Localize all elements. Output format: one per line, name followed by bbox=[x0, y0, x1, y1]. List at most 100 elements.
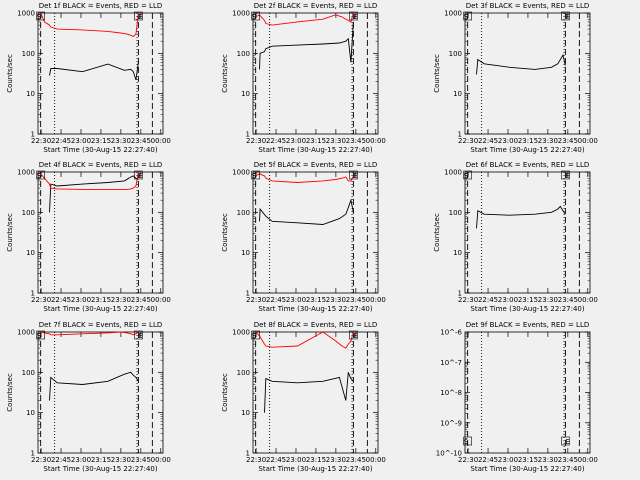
series-line-lld bbox=[40, 12, 139, 38]
x-tick-label: 22:30 bbox=[246, 296, 266, 304]
x-tick-label: 22:45 bbox=[51, 296, 71, 304]
panel-frame-6 bbox=[464, 171, 591, 294]
x-tick-label: 23:30 bbox=[326, 137, 346, 145]
x-tick-label: 23:15 bbox=[91, 137, 111, 145]
series-line-events bbox=[264, 372, 354, 413]
x-tick-label: 00:00 bbox=[578, 137, 598, 145]
start-marker-box bbox=[463, 436, 472, 446]
x-tick-label: 23:15 bbox=[306, 456, 326, 464]
start-marker: S bbox=[252, 13, 257, 21]
x-tick-label: 23:30 bbox=[538, 296, 558, 304]
y-tick-label: 1000 bbox=[232, 329, 250, 337]
series-line-lld bbox=[40, 171, 139, 190]
start-marker: S bbox=[252, 332, 257, 340]
x-axis-label: Start Time (30-Aug-15 22:27:40) bbox=[43, 465, 157, 473]
y-tick-label: 1 bbox=[458, 131, 462, 139]
end-marker-box bbox=[561, 170, 570, 180]
panel-frame-7 bbox=[37, 331, 164, 454]
x-tick-label: 00:00 bbox=[366, 456, 386, 464]
x-tick-label: 22:45 bbox=[478, 456, 498, 464]
x-tick-label: 23:00 bbox=[498, 137, 518, 145]
x-axis-label: Start Time (30-Aug-15 22:27:40) bbox=[258, 146, 372, 154]
x-tick-label: 22:30 bbox=[31, 456, 51, 464]
x-tick-label: 23:45 bbox=[346, 296, 366, 304]
x-tick-label: 22:45 bbox=[266, 137, 286, 145]
start-marker-box bbox=[36, 330, 45, 340]
end-marker-box bbox=[561, 11, 570, 21]
end-marker-box bbox=[134, 330, 143, 340]
series-line-events bbox=[49, 371, 139, 401]
panel-title-7: Det 7f BLACK = Events, RED = LLD bbox=[39, 321, 162, 329]
x-tick-label: 22:45 bbox=[478, 296, 498, 304]
y-tick-label: 10^-9 bbox=[440, 419, 462, 427]
y-tick-label: 10 bbox=[241, 409, 250, 417]
start-marker-box bbox=[251, 330, 260, 340]
y-axis-label: Counts/sec bbox=[6, 213, 14, 252]
series-line-lld bbox=[255, 173, 354, 183]
x-tick-label: 23:15 bbox=[306, 296, 326, 304]
y-tick-label: 10 bbox=[453, 90, 462, 98]
end-marker: E bbox=[353, 13, 357, 21]
y-axis-label: Counts/sec bbox=[433, 213, 441, 252]
panel-frame-2 bbox=[252, 12, 379, 135]
panel-title-3: Det 3f BLACK = Events, RED = LLD bbox=[466, 2, 589, 10]
x-tick-label: 22:30 bbox=[458, 137, 478, 145]
x-tick-label: 23:45 bbox=[558, 137, 578, 145]
start-marker-box bbox=[463, 170, 472, 180]
y-tick-label: 100 bbox=[237, 369, 250, 377]
x-tick-label: 22:30 bbox=[31, 296, 51, 304]
end-marker-box bbox=[134, 170, 143, 180]
panel-frame-8 bbox=[252, 331, 379, 454]
x-tick-label: 23:45 bbox=[346, 137, 366, 145]
start-marker: S bbox=[464, 13, 469, 21]
x-tick-label: 00:00 bbox=[366, 296, 386, 304]
panel-title-5: Det 5f BLACK = Events, RED = LLD bbox=[254, 161, 377, 169]
end-marker: E bbox=[138, 13, 142, 21]
y-tick-label: 1 bbox=[31, 290, 35, 298]
y-tick-label: 1000 bbox=[444, 10, 462, 18]
y-tick-label: 1000 bbox=[232, 169, 250, 177]
x-tick-label: 23:15 bbox=[306, 137, 326, 145]
end-marker: E bbox=[565, 438, 569, 446]
x-axis-label: Start Time (30-Aug-15 22:27:40) bbox=[470, 146, 584, 154]
x-tick-label: 22:30 bbox=[246, 456, 266, 464]
x-tick-label: 22:45 bbox=[266, 296, 286, 304]
x-tick-label: 23:00 bbox=[71, 137, 91, 145]
start-marker: S bbox=[252, 172, 257, 180]
x-tick-label: 23:45 bbox=[131, 296, 151, 304]
end-marker: E bbox=[565, 172, 569, 180]
x-axis-label: Start Time (30-Aug-15 22:27:40) bbox=[258, 305, 372, 313]
x-tick-label: 23:30 bbox=[326, 296, 346, 304]
x-tick-label: 00:00 bbox=[578, 296, 598, 304]
y-tick-label: 10^-8 bbox=[440, 389, 462, 397]
panel-frame-4 bbox=[37, 171, 164, 294]
start-marker: S bbox=[464, 438, 469, 446]
start-marker: S bbox=[37, 13, 42, 21]
start-marker: S bbox=[37, 332, 42, 340]
y-tick-label: 10 bbox=[241, 90, 250, 98]
panel-title-9: Det 9f BLACK = Events, RED = LLD bbox=[466, 321, 589, 329]
x-tick-label: 23:30 bbox=[111, 456, 131, 464]
x-tick-label: 23:45 bbox=[558, 456, 578, 464]
y-tick-label: 100 bbox=[22, 369, 35, 377]
start-marker: S bbox=[464, 172, 469, 180]
end-marker-box bbox=[349, 170, 358, 180]
y-axis-label: Counts/sec bbox=[221, 373, 229, 412]
y-tick-label: 10 bbox=[26, 409, 35, 417]
x-axis-label: Start Time (30-Aug-15 22:27:40) bbox=[43, 305, 157, 313]
x-tick-label: 00:00 bbox=[366, 137, 386, 145]
x-tick-label: 23:00 bbox=[498, 296, 518, 304]
start-marker-box bbox=[463, 11, 472, 21]
y-tick-label: 100 bbox=[449, 50, 462, 58]
end-marker: E bbox=[353, 172, 357, 180]
y-axis-label: Counts/sec bbox=[6, 373, 14, 412]
x-tick-label: 22:45 bbox=[51, 137, 71, 145]
panel-frame-5 bbox=[252, 171, 379, 294]
series-line-events bbox=[476, 205, 566, 229]
y-tick-label: 10^-6 bbox=[440, 329, 462, 337]
x-tick-label: 23:15 bbox=[91, 456, 111, 464]
end-marker-box bbox=[349, 330, 358, 340]
x-tick-label: 00:00 bbox=[151, 137, 171, 145]
x-tick-label: 23:15 bbox=[518, 296, 538, 304]
